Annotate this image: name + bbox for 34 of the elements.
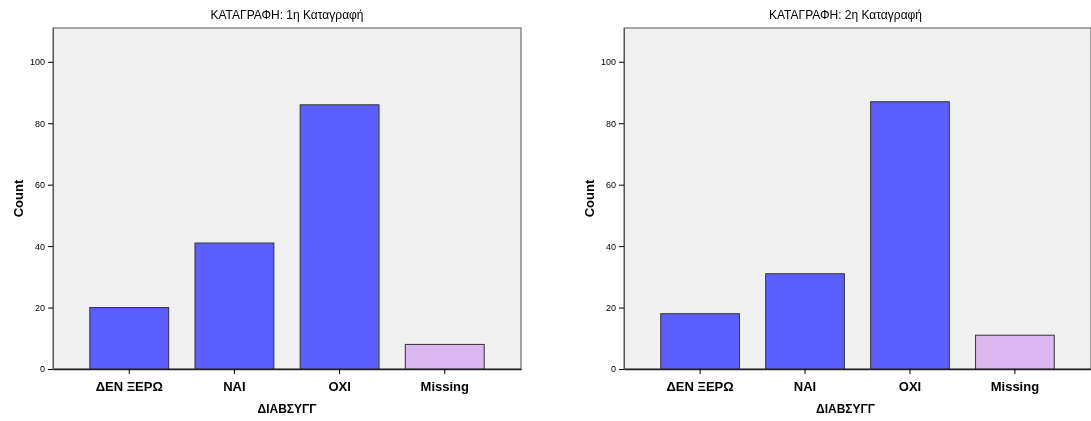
y-tick-label: 80 [605, 118, 616, 129]
x-tick-label: ΟΧΙ [328, 379, 351, 395]
x-tick-label: Missing [990, 379, 1040, 395]
y-tick-label: 100 [600, 57, 616, 68]
bar [404, 343, 485, 370]
x-tick-label: ΟΧΙ [898, 379, 922, 395]
x-tick-label: ΝΑΙ [793, 379, 817, 395]
x-tick-label: Missing [420, 379, 469, 395]
bar [975, 334, 1055, 370]
x-axis-title: ΔΙΑΒΣΥΓΓ [816, 402, 876, 416]
y-tick-label: 20 [34, 302, 45, 313]
y-tick-label: 60 [34, 180, 45, 191]
y-tick-label: 100 [29, 57, 45, 68]
y-tick-label: 20 [605, 302, 616, 313]
y-tick-label: 80 [34, 118, 45, 129]
bar [870, 101, 950, 370]
chart-title: ΚΑΤΑΓΡΑΦΗ: 1η Καταγραφή [210, 8, 364, 22]
bar [299, 104, 380, 370]
bar [660, 313, 740, 370]
y-tick-label: 40 [34, 241, 45, 252]
x-axis-title: ΔΙΑΒΣΥΓΓ [257, 402, 318, 416]
x-tick-label: ΔΕΝ ΞΕΡΩ [666, 379, 734, 395]
y-axis-title: Count [11, 179, 26, 218]
y-tick-label: 40 [605, 241, 616, 252]
chart-title: ΚΑΤΑΓΡΑΦΗ: 2η Καταγραφή [768, 8, 923, 22]
y-tick-label: 0 [39, 364, 45, 375]
y-tick-label: 0 [610, 364, 616, 375]
bar [89, 307, 170, 370]
x-tick-label: ΔΕΝ ΞΕΡΩ [95, 379, 163, 395]
bar [765, 273, 845, 370]
bar [194, 242, 275, 370]
y-tick-label: 60 [605, 180, 616, 191]
x-tick-label: ΝΑΙ [223, 379, 246, 395]
y-axis-title: Count [582, 179, 597, 218]
